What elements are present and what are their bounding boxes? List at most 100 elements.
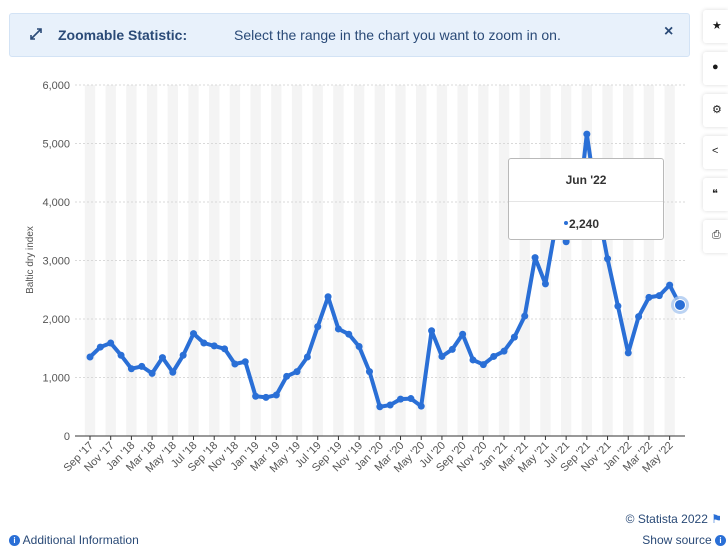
data-point xyxy=(334,325,342,333)
data-point xyxy=(635,313,643,321)
data-point xyxy=(459,330,467,338)
data-point xyxy=(428,327,436,335)
data-point xyxy=(231,360,239,368)
data-point xyxy=(262,393,270,401)
y-tick-label: 6,000 xyxy=(42,80,70,92)
data-point xyxy=(169,368,177,376)
data-point xyxy=(386,401,394,409)
data-point xyxy=(479,361,487,369)
data-point xyxy=(490,352,498,360)
quote-icon: ❝ xyxy=(712,188,718,200)
data-point xyxy=(241,358,249,366)
data-point xyxy=(614,302,622,310)
data-point xyxy=(190,330,198,338)
grid-band xyxy=(416,85,427,436)
settings-button[interactable]: ⚙ xyxy=(703,94,728,127)
y-tick-label: 0 xyxy=(64,431,70,443)
data-point xyxy=(624,349,632,357)
data-point xyxy=(345,330,353,338)
data-point xyxy=(521,312,529,320)
data-point xyxy=(107,339,115,347)
grid-band xyxy=(540,85,551,436)
data-point xyxy=(324,293,332,301)
show-source-link[interactable]: Show source i xyxy=(642,533,726,547)
grid-band xyxy=(333,85,344,436)
banner-text: Select the range in the chart you want t… xyxy=(234,27,561,43)
highlight-point xyxy=(674,298,686,311)
data-point xyxy=(252,392,260,400)
line-chart[interactable]: 0 1,000 2,000 3,000 4,000 5,000 6,000 Baltic dr… xyxy=(0,60,700,500)
cite-button[interactable]: ❝ xyxy=(703,178,728,211)
data-point xyxy=(148,369,156,377)
grid-band xyxy=(457,85,468,436)
info-icon: i xyxy=(9,535,20,546)
grid-band xyxy=(229,85,241,436)
data-point xyxy=(583,130,591,138)
grid-band xyxy=(188,85,199,436)
copyright[interactable]: © Statista 2022 ⚑ xyxy=(625,512,722,526)
grid-band xyxy=(664,85,675,436)
data-point xyxy=(510,333,518,341)
data-point xyxy=(179,351,187,359)
data-point xyxy=(397,395,405,403)
data-point xyxy=(365,368,373,376)
grid-band xyxy=(84,85,96,436)
data-point xyxy=(438,352,446,360)
data-point xyxy=(221,345,229,353)
additional-info-link[interactable]: i Additional Information xyxy=(9,533,139,547)
data-point xyxy=(562,238,570,246)
notification-button[interactable]: ● xyxy=(703,52,728,85)
data-point xyxy=(448,345,456,353)
print-icon: ⎙ xyxy=(712,229,721,241)
y-tick-label: 2,000 xyxy=(42,314,70,326)
info-icon: i xyxy=(715,535,726,546)
data-point xyxy=(210,342,218,350)
data-point xyxy=(158,354,166,362)
grid-band xyxy=(105,85,116,436)
data-point xyxy=(541,280,549,288)
data-point xyxy=(407,395,415,403)
data-point xyxy=(666,281,674,289)
data-point xyxy=(96,343,104,351)
data-point xyxy=(417,402,425,410)
tooltip-value: 2,240 xyxy=(569,217,600,231)
y-tick-label: 4,000 xyxy=(42,197,70,209)
chart-tooltip: Jun '22 2,240 xyxy=(508,158,664,240)
grid-band xyxy=(436,85,448,436)
data-point xyxy=(604,255,612,263)
data-point xyxy=(500,347,508,355)
data-point xyxy=(376,403,384,411)
y-axis-label: Baltic dry index xyxy=(25,226,36,294)
grid-band xyxy=(560,85,572,436)
print-button[interactable]: ⎙ xyxy=(703,220,728,253)
grid-band xyxy=(209,85,220,436)
share-button[interactable]: < xyxy=(703,136,728,169)
star-icon: ★ xyxy=(712,20,722,32)
bookmark-button[interactable]: ★ xyxy=(703,10,728,43)
gear-icon: ⚙ xyxy=(712,104,722,116)
data-point xyxy=(655,292,663,300)
banner-title: Zoomable Statistic: xyxy=(58,27,188,43)
y-tick-label: 5,000 xyxy=(42,139,70,151)
data-point xyxy=(531,254,539,262)
expand-arrows-icon xyxy=(30,28,42,40)
close-icon[interactable]: × xyxy=(664,23,674,40)
data-point xyxy=(138,362,146,370)
share-icon: < xyxy=(712,145,719,157)
y-tick-label: 1,000 xyxy=(42,373,70,385)
tooltip-label: Jun '22 xyxy=(565,173,607,187)
data-point xyxy=(200,339,208,347)
data-point xyxy=(314,323,322,331)
series-dot-icon xyxy=(564,221,568,225)
grid-band xyxy=(581,85,593,436)
data-point xyxy=(469,356,477,364)
data-point xyxy=(645,293,653,301)
grid-band xyxy=(312,85,323,436)
data-point xyxy=(272,391,280,399)
tooltip-divider xyxy=(509,201,663,202)
data-point xyxy=(303,353,311,361)
data-point xyxy=(127,365,135,373)
data-point xyxy=(117,351,125,359)
y-tick-label: 3,000 xyxy=(42,256,70,268)
data-point xyxy=(283,372,291,380)
